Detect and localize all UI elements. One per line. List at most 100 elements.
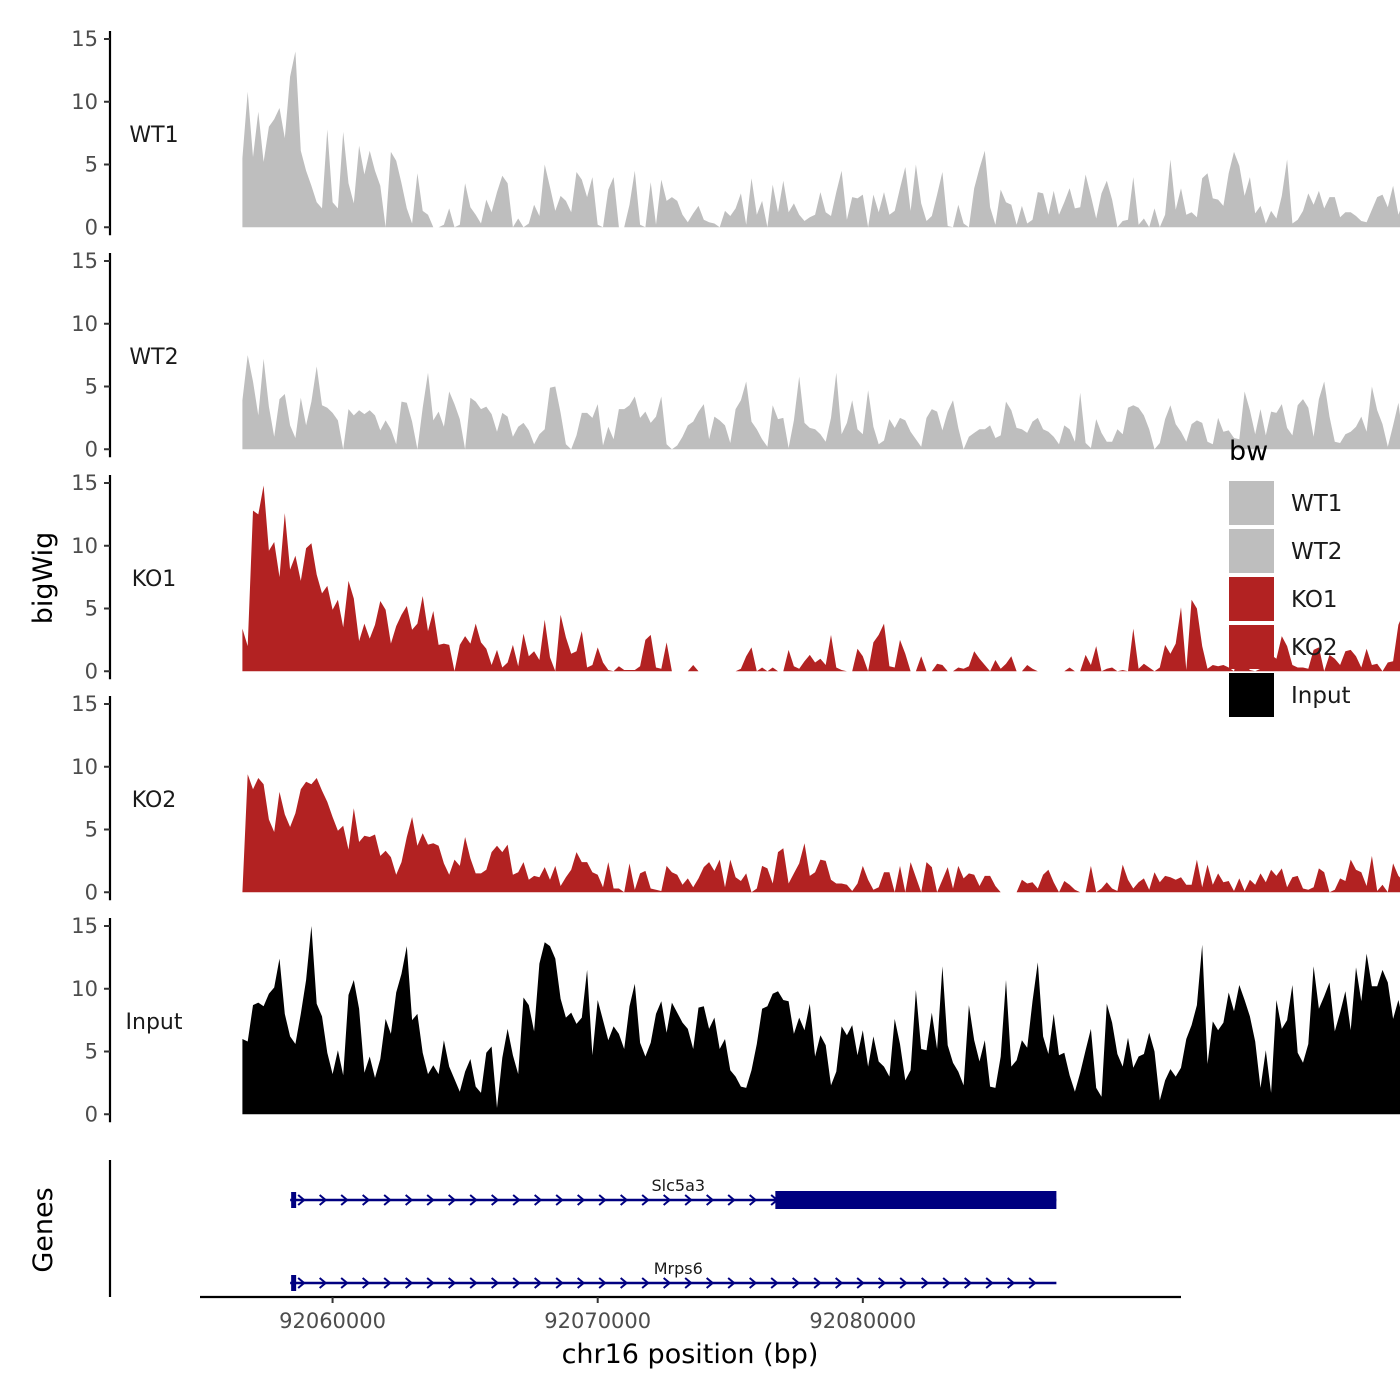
coverage-area	[343, 401, 418, 450]
gene-arrow	[426, 1194, 435, 1206]
coverage-area	[1154, 599, 1234, 672]
coverage-area	[242, 355, 344, 450]
track-ko1: 0 5 10 15 KO1	[71, 471, 1400, 683]
coverage-area	[783, 634, 847, 672]
gene-arrow	[921, 1277, 930, 1289]
coverage-area	[1080, 646, 1102, 672]
track-label: WT1	[129, 123, 178, 148]
gene-arrow	[383, 1277, 392, 1289]
gene-arrow	[706, 1277, 715, 1289]
coverage-area	[242, 926, 1400, 1115]
gene-label: Mrps6	[654, 1259, 703, 1278]
legend-label: WT1	[1291, 491, 1342, 517]
track-ko2: 0 5 10 15 KO2	[71, 692, 1400, 904]
coverage-area	[1154, 381, 1400, 450]
y-tick-label: 5	[85, 375, 98, 399]
coverage-area	[613, 634, 672, 672]
coverage-area	[624, 859, 752, 893]
coverage-area	[953, 204, 969, 228]
gene-arrow	[555, 1194, 564, 1206]
coverage-area	[990, 656, 1017, 672]
coverage-area	[645, 179, 720, 228]
x-tick-label: 92070000	[544, 1309, 651, 1333]
coverage-area	[1324, 648, 1383, 672]
gene-arrow	[577, 1194, 586, 1206]
gene-arrow	[362, 1194, 371, 1206]
y-tick-label: 5	[85, 597, 98, 621]
gene-arrow	[319, 1194, 328, 1206]
coverage-area	[555, 614, 614, 672]
gene-arrow	[577, 1277, 586, 1289]
legend-label: Input	[1291, 683, 1351, 709]
gene-arrow	[512, 1194, 521, 1206]
coverage-area	[756, 667, 768, 672]
legend-swatch	[1229, 625, 1274, 669]
coverage-area	[905, 862, 922, 893]
coverage-area	[1117, 670, 1128, 672]
y-tick-label: 15	[71, 471, 98, 495]
coverage-area	[1059, 881, 1081, 893]
gene-arrow	[319, 1277, 328, 1289]
gene-arrow	[534, 1277, 543, 1289]
coverage-area	[687, 665, 699, 672]
gene-arrow	[598, 1277, 607, 1289]
y-tick-label: 0	[85, 880, 98, 904]
legend-label: KO2	[1291, 635, 1338, 661]
coverage-area	[1064, 667, 1075, 672]
coverage-area	[953, 651, 991, 672]
coverage-area	[1382, 621, 1400, 672]
gene-arrow	[555, 1277, 564, 1289]
gene-arrow	[684, 1194, 693, 1206]
gene-arrow	[641, 1194, 650, 1206]
gene-arrow	[448, 1194, 457, 1206]
y-tick-label: 0	[85, 437, 98, 461]
coverage-area	[719, 178, 768, 228]
gene-slc5a3: Slc5a3	[290, 1176, 1057, 1209]
coverage-area	[454, 175, 513, 228]
legend-swatch	[1229, 529, 1274, 573]
genes-layer: Slc5a3 Mrps6	[108, 1160, 1057, 1297]
gene-arrow	[749, 1194, 758, 1206]
gene-arrow	[985, 1277, 994, 1289]
coverage-area	[852, 648, 869, 672]
coverage-area	[1329, 855, 1388, 893]
gene-arrow	[426, 1277, 435, 1289]
coverage-area	[242, 51, 386, 228]
gene-tss	[291, 1275, 297, 1291]
coverage-area	[523, 164, 603, 228]
gene-arrow	[512, 1277, 521, 1289]
legend-swatch	[1229, 577, 1274, 621]
y-tick-label: 15	[71, 914, 98, 938]
y-tick-label: 10	[71, 312, 98, 336]
legend: WT1 WT2 KO1 KO2 Input	[1229, 481, 1351, 717]
gene-arrow	[491, 1277, 500, 1289]
y-tick-label: 5	[85, 818, 98, 842]
track-wt1: 0 5 10 15 WT1	[71, 27, 1400, 239]
gene-arrow	[706, 1194, 715, 1206]
y-axis-title-genes: Genes	[28, 1187, 59, 1272]
gene-arrow	[297, 1277, 306, 1289]
coverage-area	[931, 663, 948, 672]
gene-arrow	[491, 1194, 500, 1206]
gene-arrow	[405, 1277, 414, 1289]
coverage-area	[1016, 869, 1059, 893]
coverage-area	[1101, 667, 1118, 672]
gene-arrow	[942, 1277, 951, 1289]
coverage-area	[571, 396, 672, 450]
track-input: 0 5 10 15 Input	[71, 914, 1400, 1126]
legend-label: WT2	[1291, 539, 1342, 565]
y-tick-label: 0	[85, 1102, 98, 1126]
gene-mrps6: Mrps6	[290, 1259, 1057, 1291]
gene-arrow	[641, 1277, 650, 1289]
track-label: Input	[126, 1010, 183, 1035]
gene-arrow	[620, 1277, 629, 1289]
legend-swatch	[1229, 673, 1274, 717]
coverage-area	[465, 386, 572, 450]
gene-arrow	[1028, 1277, 1037, 1289]
coverage-area	[603, 177, 619, 228]
gene-arrow	[684, 1277, 693, 1289]
gene-arrow	[749, 1277, 758, 1289]
gene-arrow	[663, 1194, 672, 1206]
coverage-area	[915, 656, 927, 672]
coverage-area	[512, 218, 524, 228]
